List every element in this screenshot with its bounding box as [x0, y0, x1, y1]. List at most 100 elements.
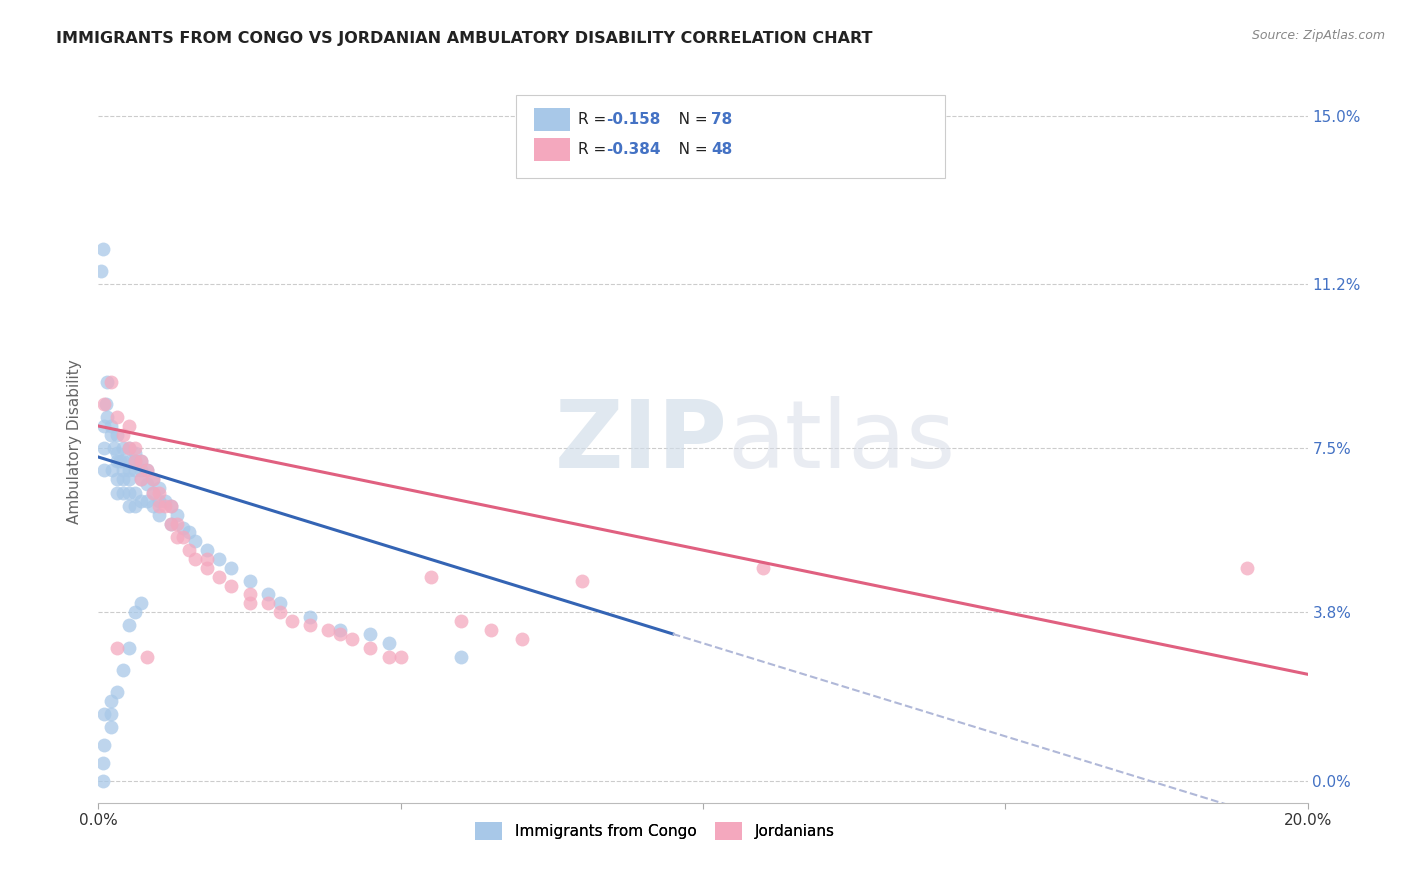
- Point: [100, 419, 122, 434]
- Point: [256, 596, 278, 610]
- Point: [111, 454, 134, 468]
- Point: [450, 649, 472, 664]
- Text: ZIP: ZIP: [554, 395, 727, 488]
- Point: [124, 454, 146, 468]
- Point: [118, 419, 141, 434]
- Text: -0.384: -0.384: [606, 142, 661, 157]
- Point: [239, 596, 262, 610]
- Point: [111, 428, 134, 442]
- Point: [329, 623, 352, 637]
- Text: Source: ZipAtlas.com: Source: ZipAtlas.com: [1251, 29, 1385, 42]
- Point: [221, 561, 243, 575]
- Point: [96, 375, 118, 389]
- Text: N =: N =: [664, 142, 713, 157]
- Point: [179, 525, 201, 540]
- Point: [195, 552, 218, 566]
- Point: [105, 485, 128, 500]
- Point: [450, 614, 472, 628]
- Point: [118, 441, 141, 455]
- Point: [299, 609, 322, 624]
- Point: [91, 756, 114, 770]
- Point: [135, 649, 157, 664]
- Point: [166, 516, 188, 531]
- Point: [118, 640, 141, 655]
- Point: [148, 494, 170, 508]
- Point: [269, 596, 291, 610]
- Point: [752, 561, 775, 575]
- Point: [124, 605, 146, 619]
- Point: [118, 463, 141, 477]
- Point: [135, 476, 157, 491]
- Point: [111, 472, 134, 486]
- Point: [94, 397, 117, 411]
- Point: [129, 454, 152, 468]
- Point: [93, 397, 115, 411]
- Point: [481, 623, 503, 637]
- Point: [105, 428, 128, 442]
- Text: atlas: atlas: [727, 395, 956, 488]
- Point: [129, 494, 152, 508]
- FancyBboxPatch shape: [516, 95, 945, 178]
- Point: [93, 707, 115, 722]
- Point: [118, 499, 141, 513]
- Point: [142, 485, 165, 500]
- Point: [160, 499, 183, 513]
- Point: [118, 454, 141, 468]
- Point: [105, 640, 128, 655]
- Point: [108, 454, 131, 468]
- Point: [105, 472, 128, 486]
- Point: [299, 618, 322, 632]
- Point: [124, 463, 146, 477]
- Point: [179, 543, 201, 558]
- Point: [195, 561, 218, 575]
- Point: [360, 640, 382, 655]
- Text: -0.158: -0.158: [606, 112, 661, 127]
- Point: [91, 242, 114, 256]
- Point: [100, 463, 122, 477]
- Point: [124, 499, 146, 513]
- Point: [172, 521, 194, 535]
- Point: [118, 472, 141, 486]
- Point: [135, 463, 157, 477]
- Point: [129, 463, 152, 477]
- Point: [221, 579, 243, 593]
- Point: [93, 441, 115, 455]
- Y-axis label: Ambulatory Disability: Ambulatory Disability: [67, 359, 83, 524]
- Point: [105, 445, 128, 459]
- Point: [148, 508, 170, 522]
- Point: [135, 463, 157, 477]
- Point: [142, 472, 165, 486]
- Point: [135, 494, 157, 508]
- Point: [118, 441, 141, 455]
- Point: [184, 534, 207, 549]
- Point: [172, 530, 194, 544]
- Point: [90, 264, 112, 278]
- Point: [100, 428, 122, 442]
- Point: [389, 649, 412, 664]
- Point: [100, 694, 122, 708]
- Point: [93, 463, 115, 477]
- Point: [329, 627, 352, 641]
- Point: [105, 454, 128, 468]
- Point: [124, 485, 146, 500]
- Point: [184, 552, 207, 566]
- Point: [420, 570, 443, 584]
- Point: [208, 570, 231, 584]
- Point: [111, 485, 134, 500]
- Point: [100, 707, 122, 722]
- Point: [111, 463, 134, 477]
- Point: [129, 596, 152, 610]
- Point: [269, 605, 291, 619]
- Point: [105, 410, 128, 425]
- Point: [342, 632, 364, 646]
- Point: [93, 419, 115, 434]
- Bar: [534, 138, 569, 161]
- Bar: [534, 108, 569, 131]
- Point: [166, 508, 188, 522]
- Point: [208, 552, 231, 566]
- Point: [148, 485, 170, 500]
- Point: [256, 587, 278, 601]
- Point: [103, 441, 125, 455]
- Point: [195, 543, 218, 558]
- Point: [316, 623, 339, 637]
